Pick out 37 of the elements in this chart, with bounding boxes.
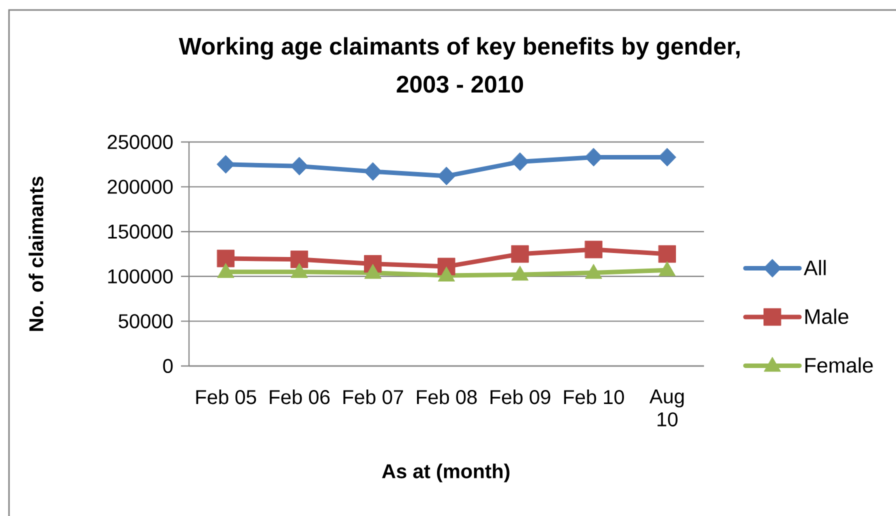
y-tick-label: 50000 [118,314,173,328]
x-tick-label: Feb 05 [196,390,256,404]
y-tick-label: 0 [163,358,173,374]
y-tick-label: 150000 [108,224,173,239]
point [364,264,382,279]
x-axis-title: As at (month) [382,464,510,482]
point [438,266,455,282]
point [511,245,529,263]
x-tick-label: Feb 08 [417,390,477,404]
x-tick-label: Feb 09 [490,390,550,404]
y-tick-label: 100000 [108,269,173,284]
point [511,152,530,171]
point [585,264,602,279]
point [512,266,529,281]
point [290,250,308,268]
point [658,245,676,263]
x-tick-label: Feb 07 [343,390,404,404]
point [658,261,676,276]
y-axis-title: No. of claimants [28,176,44,331]
x-tick-label: Feb 06 [270,390,330,404]
y-tick-label: 200000 [108,180,173,194]
point [216,155,235,174]
point [437,166,456,186]
legend-label: All [804,260,826,276]
point [364,162,382,181]
point [290,156,308,176]
point [584,240,602,258]
legend-label: Male [805,308,848,324]
point [658,148,676,166]
point [217,250,235,268]
x-tick-label: Feb 10 [564,390,624,404]
point [217,263,234,278]
legend-label: Female [805,357,873,373]
point [290,263,308,278]
y-tick-label: 250000 [108,134,173,150]
chart-title: Working age claimants of key benefits by gender, 2003 - 2010 [178,37,740,93]
x-tick-label: Aug 10 [649,390,684,426]
